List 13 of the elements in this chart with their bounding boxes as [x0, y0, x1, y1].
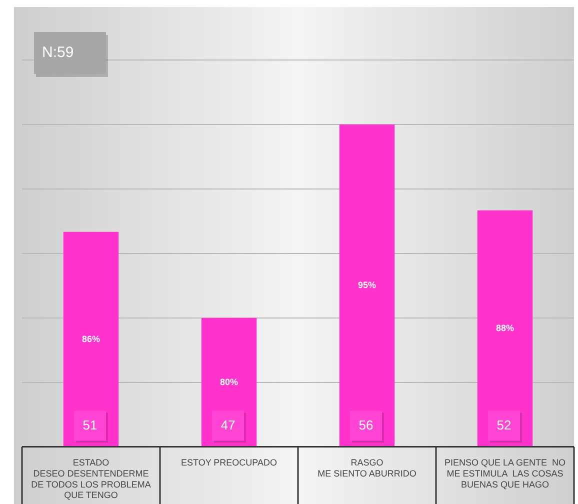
- x-tick-label: PIENSO QUE LA GENTE NO ME ESTIMULA LAS COSAS BUENAS QUE HAGO: [444, 458, 566, 490]
- x-tick-label: ESTADO DESEO DESENTENDERME DE TODOS LOS PROBLEMA QUE TENGO: [31, 458, 151, 500]
- data-label: 47: [220, 417, 236, 432]
- data-label: 56: [358, 417, 374, 432]
- data-label: 51: [82, 417, 98, 432]
- data-label: 52: [496, 417, 512, 432]
- x-tick-label: ESTOY PREOCUPADO: [180, 458, 278, 468]
- annotation: 95%: [358, 280, 376, 290]
- x-tick-label: RASGO ME SIENTO ABURRIDO: [318, 458, 416, 478]
- annotation: N:59: [42, 44, 74, 62]
- annotation: 88%: [496, 323, 514, 334]
- annotation: 86%: [82, 334, 100, 344]
- annotation: 80%: [220, 376, 238, 387]
